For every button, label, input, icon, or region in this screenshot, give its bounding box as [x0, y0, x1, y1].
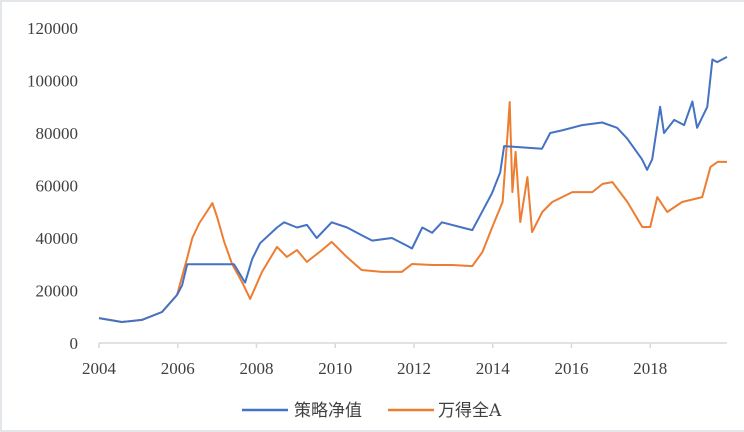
y-tick-label: 80000 [36, 124, 79, 143]
x-tick-label: 2006 [161, 359, 195, 378]
legend: 策略净值 万得全A [242, 401, 502, 421]
x-tick-label: 2010 [318, 359, 352, 378]
legend-label-0: 策略净值 [294, 401, 362, 421]
x-axis: 2004 2006 2008 2010 2012 2014 2016 2018 [82, 342, 727, 378]
x-tick-label: 2004 [82, 359, 117, 378]
y-tick-label: 100000 [27, 72, 78, 91]
plot-area [98, 56, 728, 323]
x-tick-label: 2018 [633, 359, 667, 378]
x-tick-label: 2014 [476, 359, 511, 378]
y-axis: 0 20000 40000 60000 80000 100000 120000 [27, 19, 78, 353]
y-tick-label: 60000 [36, 177, 79, 196]
y-tick-label: 40000 [36, 229, 79, 248]
x-tick-label: 2012 [397, 359, 431, 378]
x-tick-label: 2008 [239, 359, 273, 378]
y-tick-label: 20000 [36, 282, 79, 301]
y-tick-label: 0 [70, 334, 79, 353]
series-line-1 [98, 101, 727, 323]
series-line-0 [98, 56, 728, 323]
legend-label-1: 万得全A [438, 401, 502, 421]
y-tick-label: 120000 [27, 19, 78, 38]
x-tick-label: 2016 [554, 359, 588, 378]
